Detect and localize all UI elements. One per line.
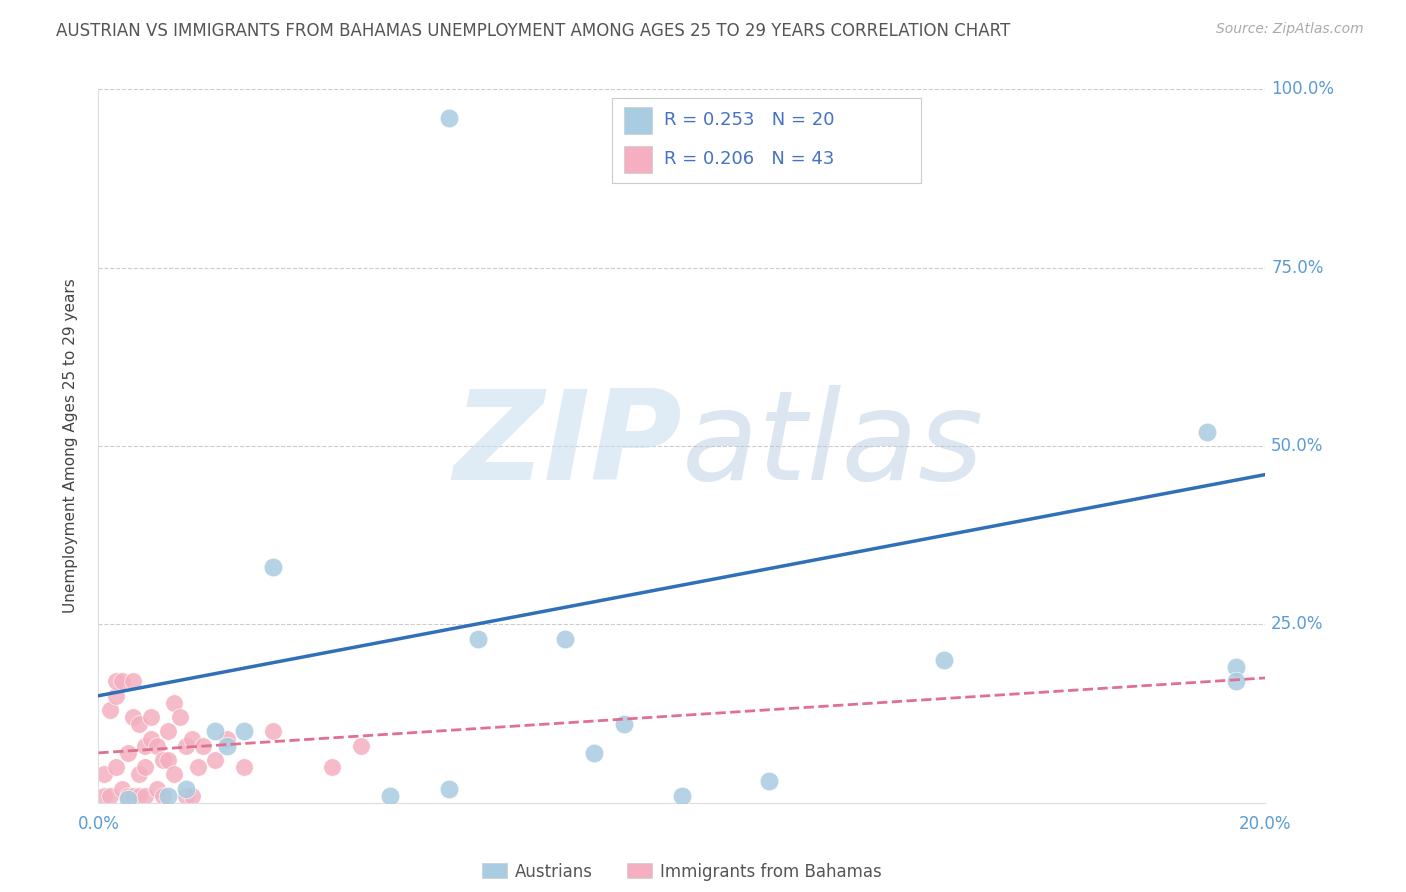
- Point: [350, 739, 373, 753]
- Point: [139, 710, 162, 724]
- Point: [146, 781, 169, 796]
- Point: [163, 696, 186, 710]
- Point: [152, 753, 174, 767]
- Point: [122, 710, 145, 724]
- Point: [1225, 674, 1247, 689]
- Point: [117, 789, 139, 803]
- Point: [174, 789, 197, 803]
- Point: [98, 703, 121, 717]
- Point: [104, 760, 127, 774]
- Point: [262, 724, 284, 739]
- Point: [671, 789, 693, 803]
- Point: [215, 739, 238, 753]
- Point: [163, 767, 186, 781]
- Point: [204, 753, 226, 767]
- Text: R = 0.206   N = 43: R = 0.206 N = 43: [664, 150, 835, 168]
- Point: [128, 717, 150, 731]
- Point: [180, 789, 202, 803]
- Point: [758, 774, 780, 789]
- Point: [93, 767, 115, 781]
- Point: [437, 111, 460, 125]
- Point: [174, 739, 197, 753]
- Point: [437, 781, 460, 796]
- Point: [187, 760, 209, 774]
- Point: [204, 724, 226, 739]
- Point: [98, 789, 121, 803]
- Point: [193, 739, 215, 753]
- Text: 50.0%: 50.0%: [1271, 437, 1323, 455]
- Point: [554, 632, 576, 646]
- Text: AUSTRIAN VS IMMIGRANTS FROM BAHAMAS UNEMPLOYMENT AMONG AGES 25 TO 29 YEARS CORRE: AUSTRIAN VS IMMIGRANTS FROM BAHAMAS UNEM…: [56, 22, 1011, 40]
- Point: [378, 789, 402, 803]
- Text: ZIP: ZIP: [453, 385, 682, 507]
- Point: [134, 739, 156, 753]
- Point: [934, 653, 956, 667]
- Point: [467, 632, 489, 646]
- FancyBboxPatch shape: [624, 145, 652, 173]
- Point: [157, 724, 180, 739]
- Point: [1195, 425, 1218, 439]
- Point: [117, 746, 139, 760]
- Legend: Austrians, Immigrants from Bahamas: Austrians, Immigrants from Bahamas: [475, 856, 889, 888]
- Point: [117, 792, 139, 806]
- Point: [233, 724, 256, 739]
- Text: 25.0%: 25.0%: [1271, 615, 1323, 633]
- Point: [122, 674, 145, 689]
- Point: [180, 731, 202, 746]
- Point: [215, 731, 238, 746]
- Point: [1225, 660, 1247, 674]
- Text: Source: ZipAtlas.com: Source: ZipAtlas.com: [1216, 22, 1364, 37]
- Point: [104, 689, 127, 703]
- Text: atlas: atlas: [682, 385, 984, 507]
- Point: [157, 753, 180, 767]
- Point: [122, 789, 145, 803]
- Point: [262, 560, 284, 574]
- Point: [152, 789, 174, 803]
- Y-axis label: Unemployment Among Ages 25 to 29 years: Unemployment Among Ages 25 to 29 years: [63, 278, 77, 614]
- Text: R = 0.253   N = 20: R = 0.253 N = 20: [664, 112, 835, 129]
- Point: [146, 739, 169, 753]
- Text: 75.0%: 75.0%: [1271, 259, 1323, 277]
- Point: [93, 789, 115, 803]
- Point: [157, 789, 180, 803]
- Point: [233, 760, 256, 774]
- Point: [134, 789, 156, 803]
- Point: [111, 781, 134, 796]
- Point: [128, 767, 150, 781]
- Point: [321, 760, 343, 774]
- Point: [583, 746, 606, 760]
- FancyBboxPatch shape: [624, 107, 652, 134]
- Point: [134, 760, 156, 774]
- Text: 100.0%: 100.0%: [1271, 80, 1334, 98]
- Point: [174, 781, 197, 796]
- Point: [128, 789, 150, 803]
- Point: [139, 731, 162, 746]
- Point: [169, 710, 191, 724]
- Point: [612, 717, 634, 731]
- Point: [111, 674, 134, 689]
- Point: [104, 674, 127, 689]
